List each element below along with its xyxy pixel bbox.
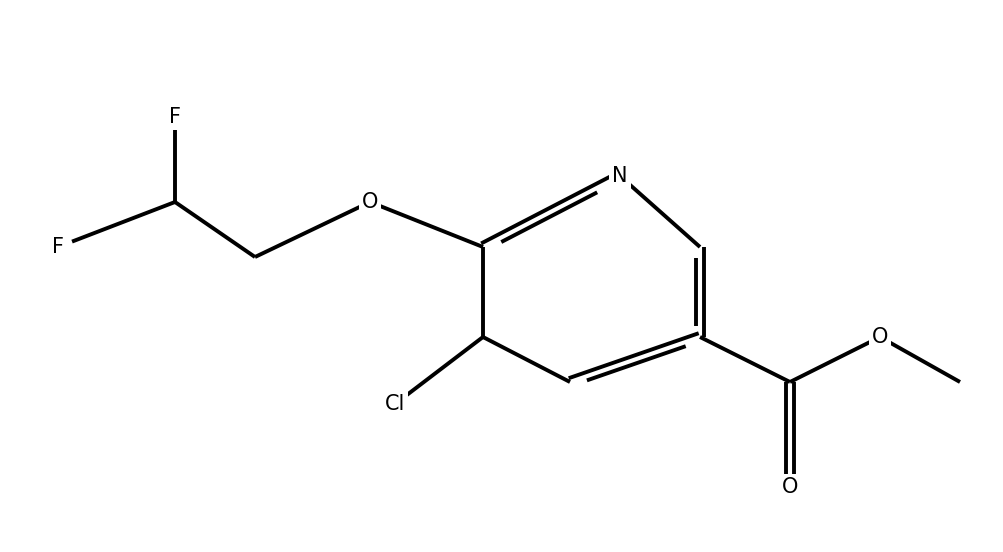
- Text: O: O: [361, 192, 378, 212]
- Text: O: O: [871, 327, 888, 347]
- Text: O: O: [781, 477, 797, 497]
- Text: F: F: [52, 237, 64, 257]
- Text: Cl: Cl: [384, 394, 405, 414]
- Text: F: F: [169, 107, 181, 127]
- Text: N: N: [612, 166, 627, 186]
